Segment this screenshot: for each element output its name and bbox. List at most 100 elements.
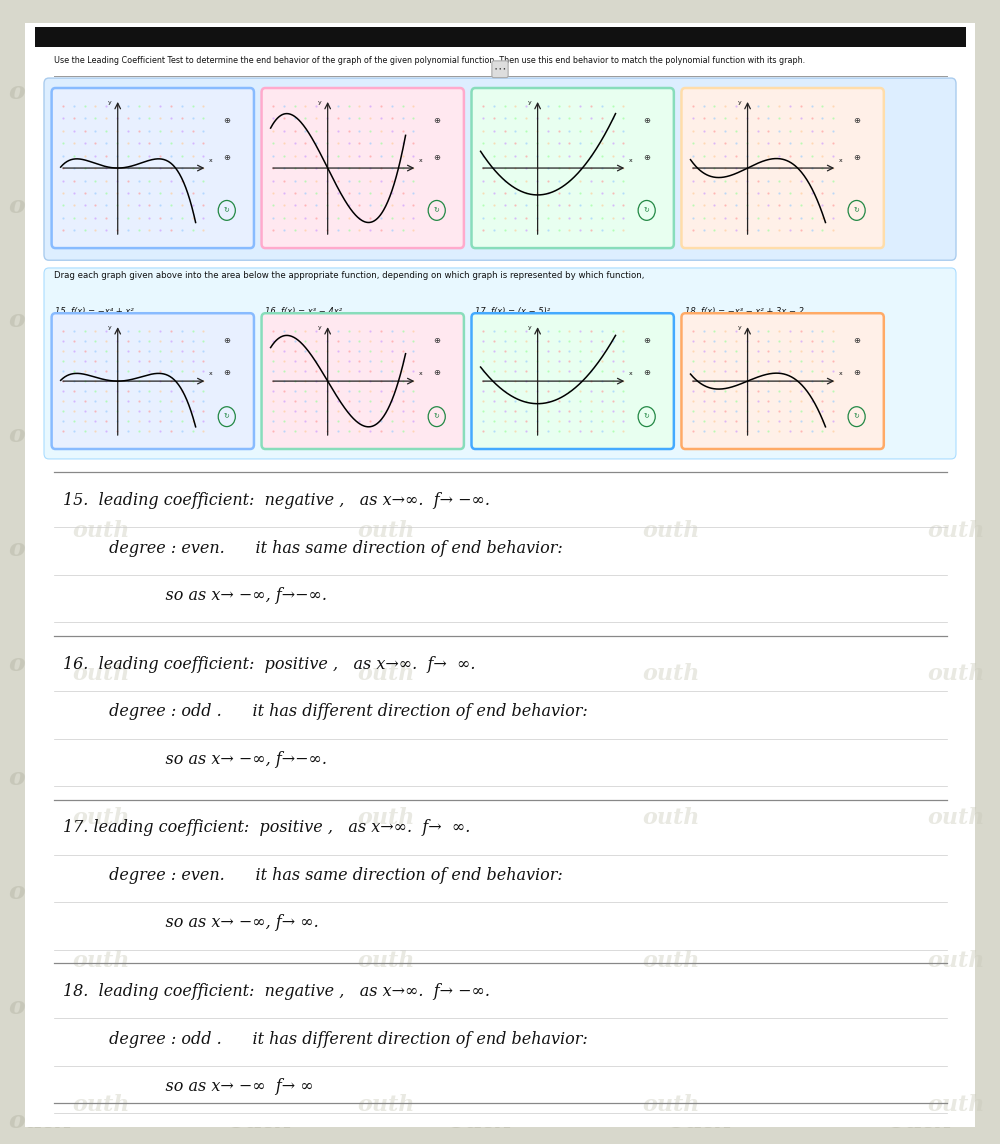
Text: outh: outh bbox=[228, 652, 292, 675]
Text: ⊕: ⊕ bbox=[643, 336, 650, 345]
Text: degree : odd .      it has different direction of end behavior:: degree : odd . it has different directio… bbox=[63, 1031, 588, 1048]
Text: outh: outh bbox=[448, 766, 512, 789]
Text: x: x bbox=[629, 371, 633, 375]
Text: so as x→ −∞, f→ ∞.: so as x→ −∞, f→ ∞. bbox=[63, 914, 319, 931]
Text: outh: outh bbox=[72, 519, 130, 542]
Text: outh: outh bbox=[228, 423, 292, 446]
Text: y: y bbox=[318, 101, 322, 105]
Text: y: y bbox=[738, 325, 742, 331]
Text: outh: outh bbox=[642, 951, 700, 972]
Text: ⊕: ⊕ bbox=[223, 153, 230, 162]
Text: outh: outh bbox=[448, 309, 512, 332]
Text: outh: outh bbox=[228, 1110, 292, 1133]
Text: outh: outh bbox=[357, 951, 415, 972]
Text: outh: outh bbox=[357, 1094, 415, 1115]
Text: 15.  leading coefficient:  negative ,   as x→∞.  f→ −∞.: 15. leading coefficient: negative , as x… bbox=[63, 492, 490, 509]
Text: outh: outh bbox=[8, 881, 72, 904]
Text: outh: outh bbox=[72, 664, 130, 685]
Text: outh: outh bbox=[357, 807, 415, 828]
Text: outh: outh bbox=[642, 807, 700, 828]
Text: outh: outh bbox=[888, 80, 952, 103]
Text: outh: outh bbox=[8, 766, 72, 789]
Text: ⋯: ⋯ bbox=[494, 63, 506, 76]
Text: outh: outh bbox=[448, 995, 512, 1018]
Text: outh: outh bbox=[927, 1094, 985, 1115]
Text: outh: outh bbox=[888, 652, 952, 675]
Text: outh: outh bbox=[8, 538, 72, 561]
Text: outh: outh bbox=[668, 652, 732, 675]
Bar bbox=[34, 27, 966, 47]
Text: outh: outh bbox=[72, 951, 130, 972]
Text: ⊕: ⊕ bbox=[853, 153, 860, 162]
Text: x: x bbox=[419, 371, 423, 375]
Text: outh: outh bbox=[448, 881, 512, 904]
Text: outh: outh bbox=[448, 652, 512, 675]
Text: ⊕: ⊕ bbox=[223, 116, 230, 125]
Text: x: x bbox=[629, 158, 633, 162]
Text: outh: outh bbox=[8, 194, 72, 217]
Text: ⊕: ⊕ bbox=[433, 153, 440, 162]
Text: so as x→ −∞, f→−∞.: so as x→ −∞, f→−∞. bbox=[63, 750, 327, 768]
Text: outh: outh bbox=[228, 538, 292, 561]
Text: outh: outh bbox=[668, 881, 732, 904]
Text: outh: outh bbox=[72, 1094, 130, 1115]
Text: outh: outh bbox=[668, 766, 732, 789]
Text: outh: outh bbox=[228, 80, 292, 103]
Text: ⊕: ⊕ bbox=[433, 367, 440, 376]
Text: outh: outh bbox=[357, 664, 415, 685]
Text: outh: outh bbox=[668, 995, 732, 1018]
Text: outh: outh bbox=[668, 80, 732, 103]
Text: outh: outh bbox=[8, 652, 72, 675]
FancyBboxPatch shape bbox=[681, 88, 884, 248]
Text: outh: outh bbox=[72, 807, 130, 828]
Text: y: y bbox=[738, 101, 742, 105]
Text: so as x→ −∞  f→ ∞: so as x→ −∞ f→ ∞ bbox=[63, 1078, 314, 1095]
Text: outh: outh bbox=[448, 423, 512, 446]
Text: outh: outh bbox=[448, 194, 512, 217]
Text: outh: outh bbox=[927, 951, 985, 972]
Text: x: x bbox=[839, 158, 843, 162]
FancyBboxPatch shape bbox=[262, 313, 464, 448]
FancyBboxPatch shape bbox=[262, 88, 464, 248]
Text: 16  f(x) = x³ − 4x²: 16 f(x) = x³ − 4x² bbox=[265, 307, 342, 316]
Text: outh: outh bbox=[448, 1110, 512, 1133]
Text: outh: outh bbox=[357, 519, 415, 542]
Text: outh: outh bbox=[668, 1110, 732, 1133]
Text: outh: outh bbox=[8, 995, 72, 1018]
Text: ↻: ↻ bbox=[224, 414, 230, 420]
Text: outh: outh bbox=[228, 766, 292, 789]
FancyBboxPatch shape bbox=[17, 14, 983, 1136]
Text: outh: outh bbox=[228, 881, 292, 904]
Text: outh: outh bbox=[642, 1094, 700, 1115]
Text: outh: outh bbox=[888, 194, 952, 217]
Text: outh: outh bbox=[8, 309, 72, 332]
Text: ⊕: ⊕ bbox=[643, 116, 650, 125]
Text: 15  f(x) = −x⁴ + x²: 15 f(x) = −x⁴ + x² bbox=[55, 307, 134, 316]
Text: ↻: ↻ bbox=[224, 207, 230, 214]
Text: outh: outh bbox=[888, 423, 952, 446]
Text: y: y bbox=[108, 101, 112, 105]
FancyBboxPatch shape bbox=[44, 268, 956, 459]
Text: degree : even.      it has same direction of end behavior:: degree : even. it has same direction of … bbox=[63, 540, 563, 556]
Text: ⊕: ⊕ bbox=[433, 336, 440, 345]
Text: 16.  leading coefficient:  positive ,   as x→∞.  f→  ∞.: 16. leading coefficient: positive , as x… bbox=[63, 656, 476, 673]
Text: outh: outh bbox=[888, 538, 952, 561]
Text: Drag each graph given above into the area below the appropriate function, depend: Drag each graph given above into the are… bbox=[54, 271, 644, 280]
Text: outh: outh bbox=[642, 664, 700, 685]
Text: 18.  leading coefficient:  negative ,   as x→∞.  f→ −∞.: 18. leading coefficient: negative , as x… bbox=[63, 983, 490, 1000]
Text: outh: outh bbox=[927, 664, 985, 685]
Text: 18  f(x) = −x³ − x² + 3x − 2: 18 f(x) = −x³ − x² + 3x − 2 bbox=[685, 307, 804, 316]
Text: degree : even.      it has same direction of end behavior:: degree : even. it has same direction of … bbox=[63, 867, 563, 884]
Text: ↻: ↻ bbox=[434, 207, 440, 214]
Text: outh: outh bbox=[8, 423, 72, 446]
Text: ↻: ↻ bbox=[644, 414, 650, 420]
Text: y: y bbox=[108, 325, 112, 331]
Text: ⊕: ⊕ bbox=[223, 367, 230, 376]
Text: 17  f(x) = (x − 5)²: 17 f(x) = (x − 5)² bbox=[475, 307, 551, 316]
Text: outh: outh bbox=[668, 423, 732, 446]
Text: outh: outh bbox=[448, 538, 512, 561]
Text: outh: outh bbox=[888, 309, 952, 332]
Text: ⊕: ⊕ bbox=[853, 367, 860, 376]
Text: so as x→ −∞, f→−∞.: so as x→ −∞, f→−∞. bbox=[63, 587, 327, 604]
Text: ↻: ↻ bbox=[854, 414, 860, 420]
